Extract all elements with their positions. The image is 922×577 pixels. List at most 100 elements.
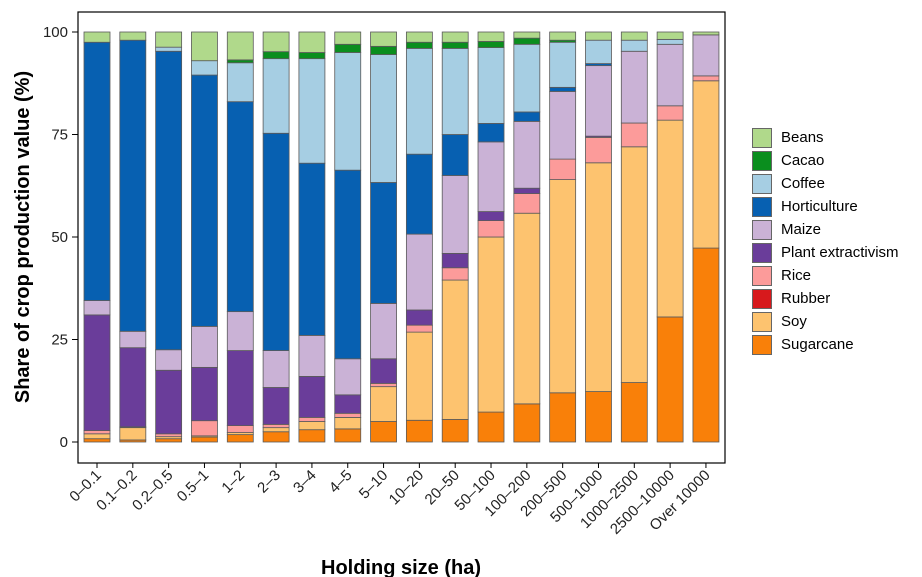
bar-segment-coffee bbox=[226, 62, 254, 103]
bar-segment-rice bbox=[513, 193, 541, 214]
bar-segment-coffee bbox=[656, 38, 684, 45]
bar-segment-beans bbox=[334, 31, 362, 45]
bar-segment-horticulture bbox=[370, 182, 397, 304]
bar-segment-beans bbox=[298, 31, 326, 53]
legend-label: Horticulture bbox=[781, 198, 858, 215]
bar-segment-beans bbox=[370, 31, 397, 47]
bar-segment-horticulture bbox=[513, 111, 541, 122]
legend-swatch bbox=[752, 242, 772, 263]
bar-segment-coffee bbox=[477, 47, 505, 124]
bar-segment-soy bbox=[262, 427, 290, 433]
bar-segment-beans bbox=[549, 31, 577, 41]
bar-segment-sugarcane bbox=[83, 438, 111, 443]
bar-segment-soy bbox=[370, 386, 397, 422]
bar-segment-maize bbox=[656, 43, 684, 107]
bar-segment-horticulture bbox=[298, 162, 326, 336]
bar-segment-plant-extractivism bbox=[226, 350, 254, 427]
bar-segment-beans bbox=[620, 31, 648, 41]
bar-segment-rice bbox=[226, 425, 254, 433]
bar-segment-cacao bbox=[405, 41, 433, 49]
y-tick-label: 0 bbox=[60, 434, 68, 451]
x-axis-title: Holding size (ha) bbox=[321, 557, 481, 577]
bar-segment-soy bbox=[441, 279, 469, 420]
legend-swatch bbox=[752, 265, 772, 286]
legend-swatch bbox=[752, 173, 772, 194]
bar-segment-cacao bbox=[477, 41, 505, 48]
bar-segment-coffee bbox=[405, 48, 433, 155]
bar-segment-cacao bbox=[370, 45, 397, 55]
bar-segment-sugarcane bbox=[370, 421, 397, 443]
x-tick-label: 2–3 bbox=[254, 467, 284, 497]
legend-label: Plant extractivism bbox=[781, 244, 899, 261]
legend-label: Beans bbox=[781, 129, 824, 146]
bar-segment-rice bbox=[620, 122, 648, 148]
bar-segment-horticulture bbox=[549, 86, 577, 92]
bar-segment-rice bbox=[298, 416, 326, 422]
bar-segment-sugarcane bbox=[298, 429, 326, 443]
bar-segment-soy bbox=[405, 331, 433, 421]
bar-segment-horticulture bbox=[441, 134, 469, 176]
bar-segment-beans bbox=[656, 31, 684, 40]
bar-segment-sugarcane bbox=[585, 391, 612, 443]
bar-segment-sugarcane bbox=[155, 438, 183, 443]
bar-segment-maize bbox=[262, 350, 290, 388]
bar-segment-sugarcane bbox=[513, 403, 541, 443]
bar-segment-maize bbox=[513, 120, 541, 189]
bar-stacks bbox=[83, 31, 720, 443]
bar-segment-plant-extractivism bbox=[370, 358, 397, 384]
bar-segment-beans bbox=[513, 31, 541, 39]
bar-segment-rice bbox=[692, 75, 720, 82]
legend-item-maize: Maize bbox=[752, 218, 899, 241]
bar-segment-horticulture bbox=[334, 169, 362, 360]
bar-segment-cacao bbox=[334, 43, 362, 53]
x-tick-label: 3–4 bbox=[290, 467, 320, 497]
y-tick-label: 50 bbox=[51, 229, 68, 246]
bar-segment-coffee bbox=[155, 46, 183, 52]
legend-label: Rice bbox=[781, 267, 812, 284]
legend-item-plant-extractivism: Plant extractivism bbox=[752, 241, 899, 264]
bar-segment-soy bbox=[549, 179, 577, 394]
bar-segment-sugarcane bbox=[620, 382, 648, 443]
bar-segment-beans bbox=[191, 31, 218, 62]
bar-segment-plant-extractivism bbox=[155, 369, 183, 435]
x-tick-label: 1–2 bbox=[218, 467, 248, 497]
bar-segment-maize bbox=[155, 349, 183, 371]
legend-item-sugarcane: Sugarcane bbox=[752, 333, 899, 356]
bar-segment-horticulture bbox=[477, 123, 505, 143]
bar-segment-maize bbox=[477, 141, 505, 212]
bar-segment-horticulture bbox=[155, 50, 183, 351]
bar-segment-plant-extractivism bbox=[405, 309, 433, 326]
bar-segment-maize bbox=[620, 50, 648, 124]
bar-segment-plant-extractivism bbox=[191, 366, 218, 422]
bar-segment-rice bbox=[155, 433, 183, 438]
legend-item-beans: Beans bbox=[752, 126, 899, 149]
bar-segment-soy bbox=[334, 416, 362, 430]
bar-segment-cacao bbox=[262, 51, 290, 60]
bar-segment-maize bbox=[83, 300, 111, 316]
bar-segment-soy bbox=[692, 80, 720, 249]
bar-segment-soy bbox=[298, 421, 326, 431]
bar-segment-cacao bbox=[513, 37, 541, 45]
bar-segment-cacao bbox=[226, 59, 254, 64]
bar-segment-maize bbox=[405, 233, 433, 311]
bar-segment-sugarcane bbox=[191, 436, 218, 443]
bar-segment-sugarcane bbox=[656, 316, 684, 443]
x-tick-label: 10–20 bbox=[386, 467, 428, 509]
bar-segment-rice bbox=[656, 105, 684, 121]
bar-segment-sugarcane bbox=[226, 434, 254, 443]
y-tick-label: 25 bbox=[51, 332, 68, 349]
bar-segment-coffee bbox=[191, 60, 218, 76]
y-tick-label: 100 bbox=[43, 24, 68, 41]
legend-label: Cacao bbox=[781, 152, 825, 169]
bar-segment-rice bbox=[370, 382, 397, 388]
y-axis: 0 25 50 75 100 bbox=[43, 24, 78, 451]
bar-segment-maize bbox=[191, 325, 218, 368]
bar-segment-plant-extractivism bbox=[477, 211, 505, 222]
bar-segment-rice bbox=[477, 220, 505, 238]
bar-segment-beans bbox=[119, 31, 147, 41]
x-axis: 0–0.10.1–0.20.2–0.50.5–1 1–2 2–3 3–4 4–5 5–10… bbox=[66, 463, 714, 538]
bar-segment-maize bbox=[585, 65, 612, 137]
legend-item-rubber: Rubber bbox=[752, 287, 899, 310]
legend-swatch bbox=[752, 219, 772, 240]
